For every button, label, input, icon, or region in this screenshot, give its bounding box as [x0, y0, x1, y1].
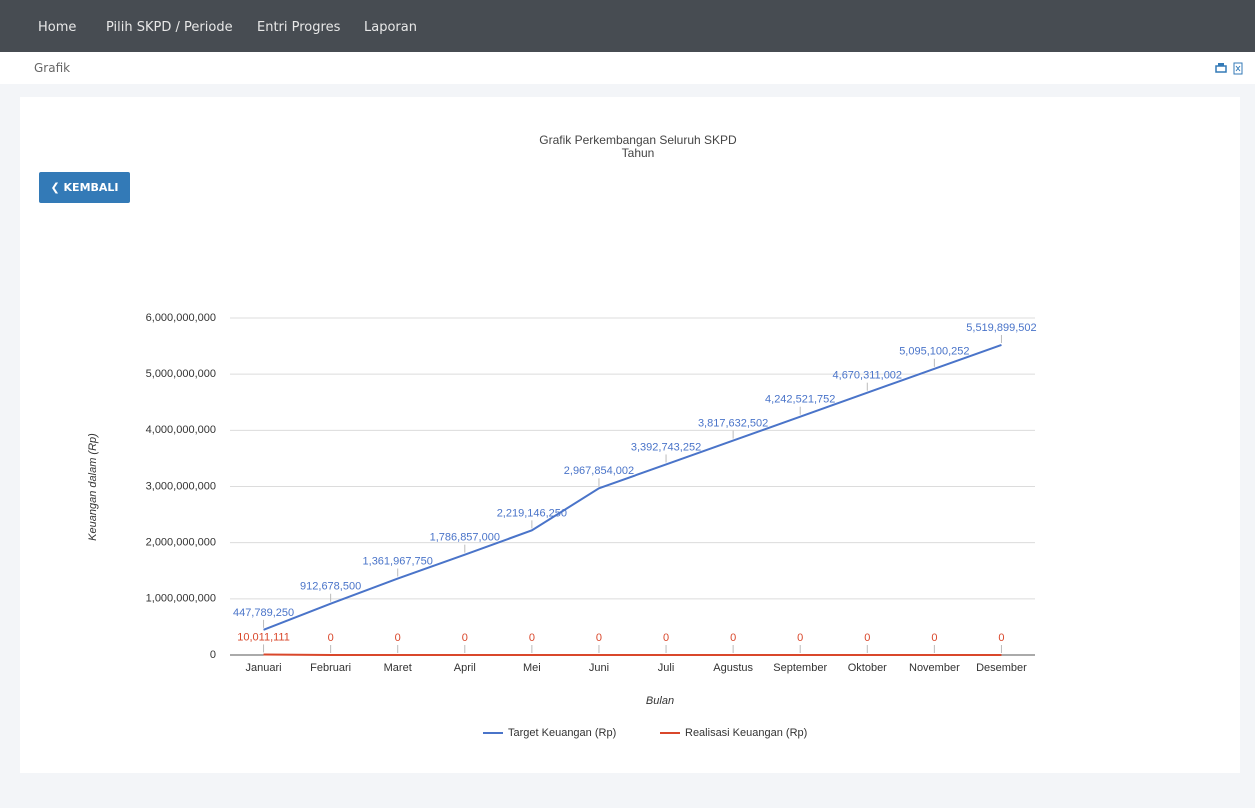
breadcrumb: Grafik [34, 61, 71, 75]
y-tick-label: 2,000,000,000 [146, 537, 216, 549]
x-tick-label: Januari [246, 662, 282, 674]
data-label: 0 [931, 632, 937, 644]
data-label: 5,519,899,502 [966, 322, 1036, 334]
x-tick-label: Juni [589, 662, 609, 674]
breadcrumb-bar: Grafik [0, 52, 1255, 84]
data-label: 0 [596, 632, 602, 644]
data-label: 5,095,100,252 [899, 346, 969, 358]
y-tick-label: 0 [210, 649, 216, 661]
x-tick-label: Mei [523, 662, 541, 674]
data-label: 1,361,967,750 [363, 555, 433, 567]
data-label: 0 [797, 632, 803, 644]
data-label: 3,817,632,502 [698, 417, 768, 429]
x-tick-label: Desember [976, 662, 1027, 674]
nav-item[interactable]: Entri Progres [257, 20, 341, 35]
chart-subtitle: Tahun [622, 146, 655, 160]
data-label: 1,786,857,000 [430, 532, 500, 544]
data-label: 0 [998, 632, 1004, 644]
x-tick-label: November [909, 662, 960, 674]
data-label: 0 [328, 632, 334, 644]
x-axis-label: Bulan [646, 695, 674, 707]
y-tick-label: 3,000,000,000 [146, 480, 216, 492]
x-tick-label: April [454, 662, 476, 674]
data-label: 0 [462, 632, 468, 644]
legend-label: Realisasi Keuangan (Rp) [685, 727, 807, 739]
legend-label: Target Keuangan (Rp) [508, 727, 616, 739]
data-label: 0 [864, 632, 870, 644]
nav-item[interactable]: Home [38, 20, 77, 35]
data-label: 0 [529, 632, 535, 644]
button-label: KEMBALI [63, 181, 119, 194]
panel [20, 97, 1240, 773]
nav-bar: Home Pilih SKPD / Periode Entri Progres … [0, 0, 1255, 52]
data-label: 4,242,521,752 [765, 394, 835, 406]
data-label: 912,678,500 [300, 581, 361, 593]
chart-title: Grafik Perkembangan Seluruh SKPD [539, 133, 737, 147]
y-tick-label: 1,000,000,000 [146, 593, 216, 605]
x-tick-label: Oktober [848, 662, 887, 674]
x-tick-label: Juli [658, 662, 675, 674]
series-line [263, 344, 1002, 631]
toolbar-icons[interactable] [1212, 60, 1252, 80]
y-axis-label: Keuangan dalam (Rp) [87, 433, 99, 541]
nav-item[interactable]: Laporan [364, 20, 417, 35]
data-label: 10,011,111 [237, 631, 290, 643]
x-tick-label: Maret [384, 662, 412, 674]
y-tick-label: 4,000,000,000 [146, 424, 216, 436]
nav-item[interactable]: Pilih SKPD / Periode [106, 20, 233, 35]
data-label: 0 [395, 632, 401, 644]
series-line [263, 653, 1002, 656]
data-label: 0 [730, 632, 736, 644]
data-label: 2,967,854,002 [564, 465, 634, 477]
x-tick-label: Agustus [713, 662, 753, 674]
y-tick-label: 6,000,000,000 [146, 312, 216, 324]
data-label: 3,392,743,252 [631, 441, 701, 453]
data-label: 447,789,250 [233, 607, 294, 619]
x-tick-label: Februari [310, 662, 351, 674]
data-label: 2,219,146,250 [497, 507, 567, 519]
data-label: 4,670,311,002 [833, 370, 903, 382]
x-tick-label: September [773, 662, 827, 674]
back-button[interactable]: ❮ KEMBALI [39, 172, 130, 203]
y-tick-label: 5,000,000,000 [146, 368, 216, 380]
data-label: 0 [663, 632, 669, 644]
